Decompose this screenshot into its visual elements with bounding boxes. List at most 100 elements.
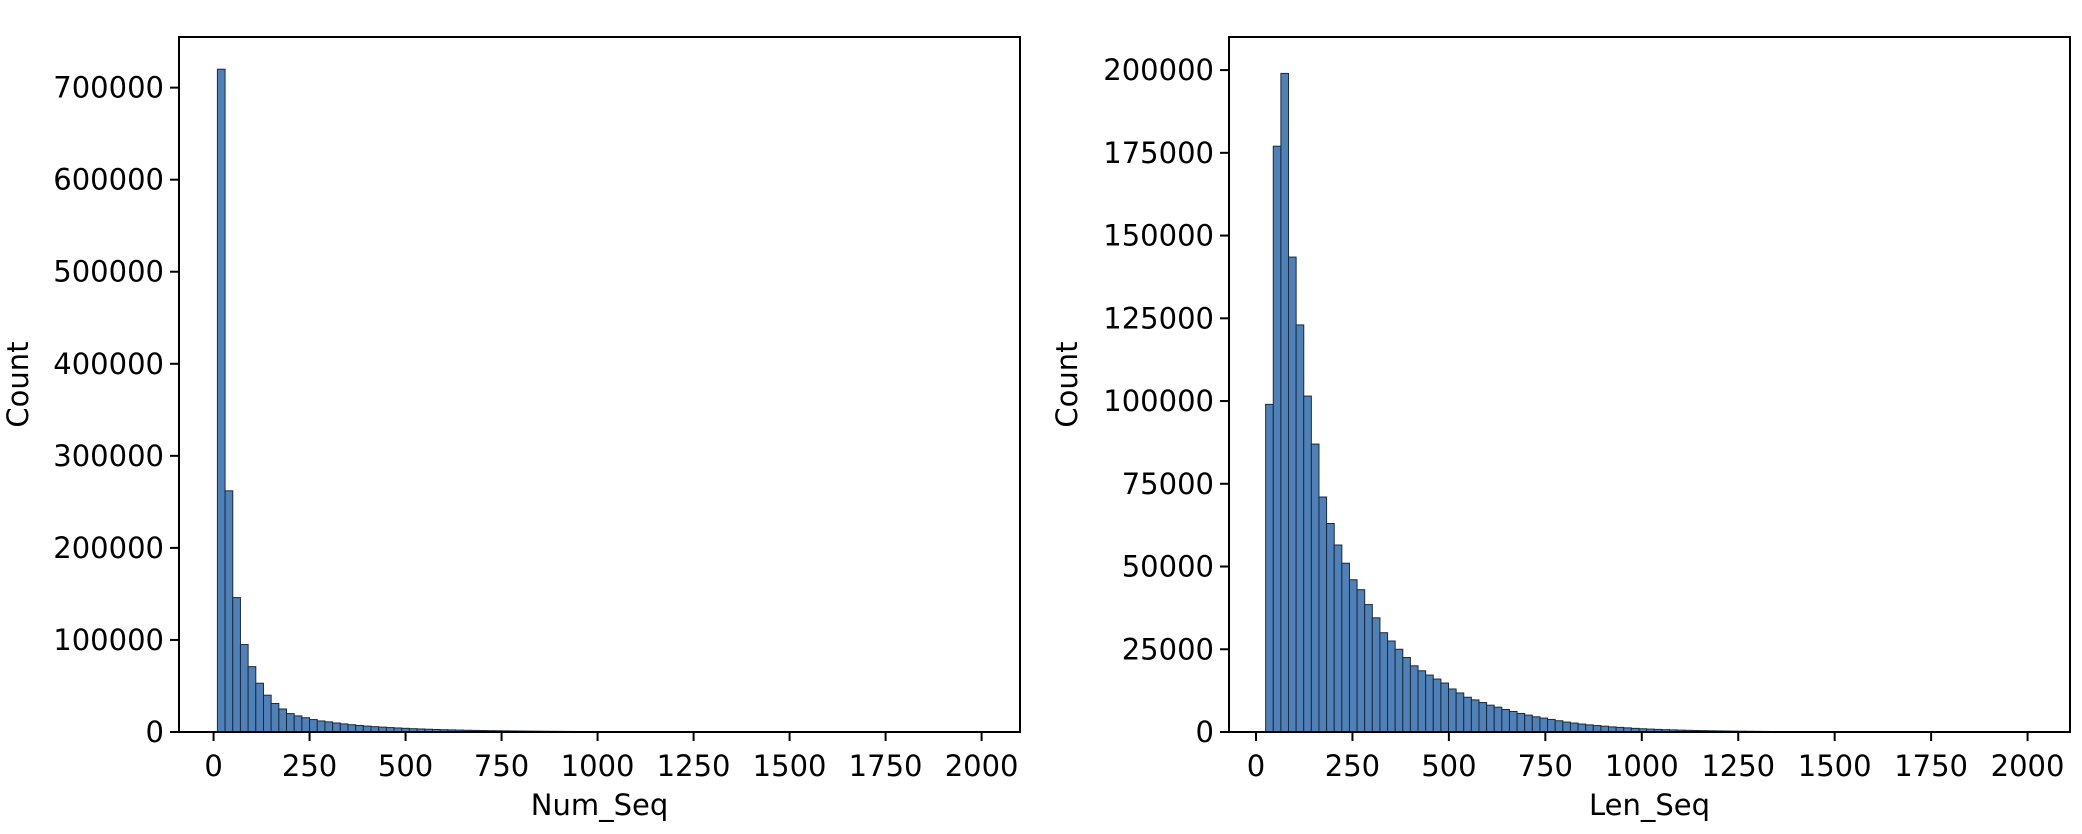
len-seq-bar: [1539, 717, 1549, 733]
len-seq-bar: [1318, 496, 1328, 733]
num-seq-y-tick-label: 100000: [53, 623, 164, 657]
len-seq-y-tick-label: 50000: [1122, 550, 1214, 584]
len-seq-bar: [1577, 723, 1587, 733]
num-seq-y-tick-label: 300000: [53, 439, 164, 473]
len-seq-bar: [1333, 544, 1343, 733]
num-seq-x-tick-label: 0: [204, 749, 222, 783]
len-seq-y-tick-label: 125000: [1103, 301, 1214, 335]
num-seq-bar: [239, 644, 249, 733]
len-seq-bar: [1303, 395, 1312, 733]
num-seq-bar: [301, 717, 311, 733]
num-seq-bars: [216, 68, 963, 733]
len-seq-x-tick-label: 1000: [1605, 749, 1679, 783]
len-seq-x-tick-label: 2000: [1991, 749, 2065, 783]
num-seq-y-tick-label: 500000: [53, 255, 164, 289]
len-seq-bar: [1379, 632, 1389, 733]
len-seq-bar: [1562, 721, 1571, 733]
num-seq-bar: [216, 68, 226, 733]
len-seq-x-tick-label: 750: [1518, 749, 1573, 783]
num-seq-x-tick-label: 1250: [657, 749, 731, 783]
len-seq-bar: [1585, 724, 1594, 733]
num-seq-y-axis-label: Count: [1, 341, 35, 427]
len-seq-y-tick-label: 200000: [1103, 53, 1214, 87]
num-seq-y-tick-label: 0: [146, 715, 164, 749]
num-seq-x-axis: 0 250 500 750 1000 1250 1500 1750 2000: [204, 732, 1019, 783]
len-seq-bar: [1356, 589, 1366, 733]
len-seq-bar: [1432, 678, 1442, 733]
num-seq-plot-frame: [178, 36, 1021, 733]
num-seq-bar: [262, 694, 272, 733]
len-seq-bar: [1486, 704, 1495, 733]
len-seq-histogram: 0250005000075000100000125000150000175000…: [1050, 36, 2071, 822]
len-seq-y-tick-label: 175000: [1103, 136, 1214, 170]
len-seq-bar: [1288, 256, 1297, 733]
num-seq-bar: [286, 713, 295, 733]
len-seq-bar: [1326, 523, 1335, 733]
num-seq-bar: [309, 719, 318, 733]
len-seq-bar: [1440, 682, 1450, 733]
len-seq-bar: [1364, 604, 1373, 733]
num-seq-histogram: 0 100000 200000 300000 400000 500000 600000 700…: [1, 36, 1021, 822]
len-seq-bar: [1348, 579, 1358, 733]
len-seq-bar: [1409, 665, 1419, 733]
num-seq-x-axis-label: Num_Seq: [531, 788, 668, 822]
len-seq-bar: [1547, 718, 1556, 733]
len-seq-x-axis: 0 250 500 750 1000 1250 1500 1750 2000: [1247, 732, 2065, 783]
num-seq-x-tick-label: 500: [378, 749, 433, 783]
len-seq-y-tick-label: 100000: [1103, 384, 1214, 418]
len-seq-bar: [1463, 696, 1472, 733]
num-seq-x-tick-label: 2000: [945, 749, 1019, 783]
len-seq-bar: [1310, 443, 1320, 733]
num-seq-x-tick-label: 750: [474, 749, 529, 783]
num-seq-bar: [339, 723, 349, 733]
len-seq-x-tick-label: 1250: [1701, 749, 1775, 783]
len-seq-bar: [1402, 657, 1411, 733]
len-seq-y-tick-label: 25000: [1122, 632, 1214, 666]
len-seq-bar: [1341, 562, 1350, 733]
len-seq-y-axis: 0 25000 50000 75000 100000 125000 150000 175000…: [1103, 53, 1229, 749]
num-seq-bar: [332, 722, 341, 733]
len-seq-bar: [1493, 706, 1503, 733]
len-seq-bar: [1516, 712, 1526, 733]
len-seq-x-tick-label: 1750: [1894, 749, 1968, 783]
len-seq-bar: [1280, 72, 1290, 733]
len-seq-y-axis-label: Count: [1050, 341, 1084, 427]
len-seq-bar: [1478, 702, 1488, 733]
num-seq-bar: [224, 490, 234, 733]
len-seq-x-tick-label: 1500: [1798, 749, 1872, 783]
len-seq-bar: [1417, 670, 1427, 733]
len-seq-bar: [1371, 617, 1381, 733]
num-seq-bar: [324, 721, 334, 733]
len-seq-bar: [1265, 403, 1274, 733]
len-seq-bar: [1501, 709, 1510, 733]
num-seq-x-tick-label: 1500: [753, 749, 827, 783]
len-seq-bars: [1265, 72, 2029, 733]
num-seq-y-tick-label: 600000: [53, 163, 164, 197]
len-seq-bar: [1524, 714, 1533, 733]
len-seq-bar: [1531, 716, 1541, 733]
len-seq-bar: [1455, 692, 1465, 733]
len-seq-bar: [1295, 324, 1305, 733]
num-seq-bar: [232, 597, 241, 733]
len-seq-plot-frame: [1228, 36, 2071, 733]
len-seq-bar: [1470, 699, 1480, 733]
num-seq-bar: [347, 724, 357, 733]
len-seq-x-axis-label: Len_Seq: [1589, 788, 1710, 822]
num-seq-bar: [270, 702, 280, 733]
num-seq-x-tick-label: 1000: [561, 749, 635, 783]
len-seq-x-tick-label: 0: [1247, 749, 1265, 783]
len-seq-bar: [1272, 145, 1282, 733]
num-seq-x-tick-label: 250: [282, 749, 337, 783]
len-seq-bar: [1554, 720, 1564, 733]
num-seq-y-tick-label: 700000: [53, 71, 164, 105]
len-seq-y-tick-label: 150000: [1103, 219, 1214, 253]
num-seq-bar: [247, 666, 257, 733]
num-seq-bar: [255, 682, 264, 733]
len-seq-bar: [1425, 674, 1434, 733]
len-seq-bar: [1508, 710, 1518, 733]
len-seq-x-tick-label: 500: [1421, 749, 1476, 783]
num-seq-bar: [293, 715, 303, 733]
num-seq-bar: [278, 708, 288, 733]
len-seq-bar: [1387, 640, 1396, 733]
